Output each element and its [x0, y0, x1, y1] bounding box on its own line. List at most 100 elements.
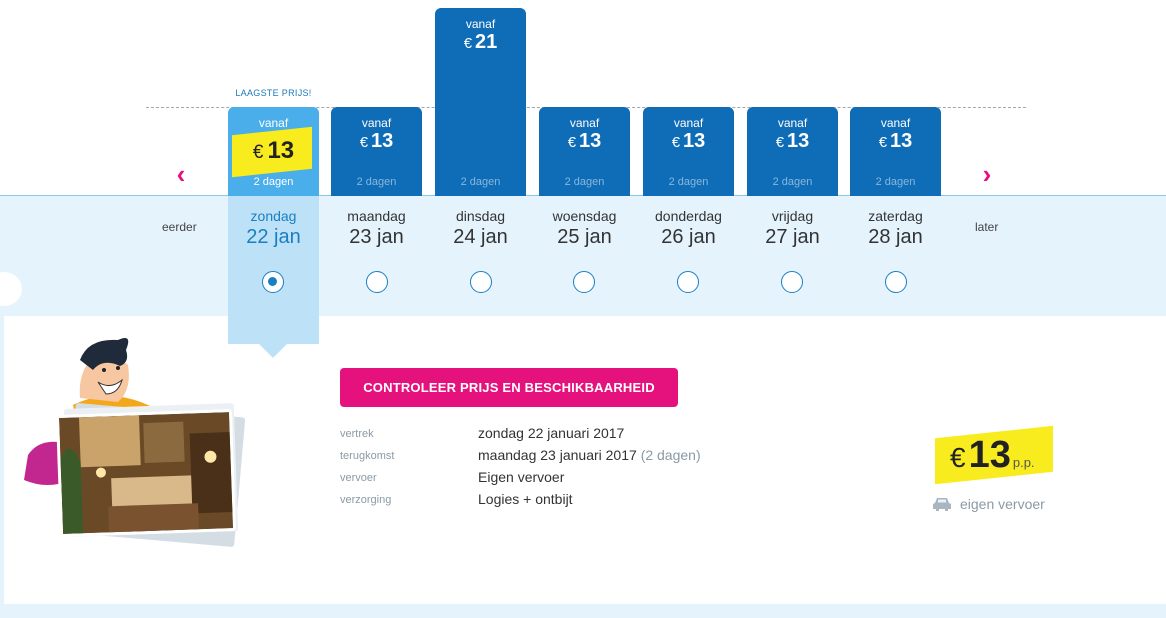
date-radio[interactable] [781, 271, 803, 293]
decorative-bump [0, 272, 22, 306]
duration-label: 2 dagen [356, 176, 397, 188]
vanaf-label: vanaf [673, 116, 704, 130]
detail-key: vertrek [340, 428, 374, 440]
detail-key: terugkomst [340, 450, 395, 462]
duration-label: 2 dagen [253, 176, 294, 188]
lowest-price-label: LAAGSTE PRIJS! [235, 88, 312, 98]
selected-pointer [259, 344, 287, 358]
price-amount: 13 [683, 130, 706, 152]
price-bar-day-7[interactable]: vanaf €13 2 dagen [850, 107, 941, 196]
day-column-3[interactable]: dinsdag 24 jan [435, 208, 526, 249]
date-radio[interactable] [677, 271, 699, 293]
date-label: 27 jan [765, 226, 820, 248]
detail-value: maandag 23 januari 2017 [478, 447, 637, 463]
weekday-label: zondag [250, 208, 297, 224]
detail-key: verzorging [340, 494, 392, 506]
currency-symbol: € [671, 134, 681, 151]
vanaf-label: vanaf [777, 116, 808, 130]
price-amount: 13 [787, 130, 810, 152]
date-label: 28 jan [868, 226, 923, 248]
price-bar-day-2[interactable]: vanaf €13 2 dagen [331, 107, 422, 196]
later-link[interactable]: later [975, 220, 999, 234]
currency-symbol: € [775, 134, 785, 151]
decorative-rule [0, 316, 4, 606]
price-bar-day-5[interactable]: vanaf €13 2 dagen [643, 107, 734, 196]
date-label: 25 jan [557, 226, 612, 248]
day-column-2[interactable]: maandag 23 jan [331, 208, 422, 249]
duration-label: 2 dagen [460, 176, 501, 188]
price-value: €21 [435, 31, 526, 55]
weekday-label: dinsdag [455, 208, 506, 224]
price-amount: 13 [371, 130, 394, 152]
date-label: 24 jan [453, 226, 508, 248]
transport-label: eigen vervoer [960, 496, 1045, 513]
vanaf-label: vanaf [569, 116, 600, 130]
detail-value-wrap: maandag 23 januari 2017 (2 dagen) [478, 447, 701, 463]
date-radio[interactable] [573, 271, 595, 293]
weekday-label: vrijdag [771, 208, 814, 224]
price-amount: 13 [579, 130, 602, 152]
detail-value: Logies + ontbijt [478, 491, 573, 507]
weekday-label: zaterdag [868, 208, 923, 224]
price-bar-day-3[interactable]: vanaf €21 2 dagen [435, 8, 526, 196]
price-value: €13 [331, 130, 422, 154]
vanaf-label: vanaf [361, 116, 392, 130]
currency-symbol: € [252, 142, 264, 163]
price-bar-day-1[interactable]: vanaf 2 dagen [228, 107, 319, 196]
duration-label: 2 dagen [564, 176, 605, 188]
weekday-label: donderdag [655, 208, 722, 224]
detail-key: vervoer [340, 472, 377, 484]
date-radio[interactable] [470, 271, 492, 293]
bottom-strip [0, 604, 1166, 618]
hotel-room-photo [55, 408, 237, 538]
currency-symbol: € [950, 442, 966, 473]
price-value: €13 [747, 130, 838, 154]
chevron-left-icon[interactable]: ‹ [176, 159, 186, 189]
currency-symbol: € [567, 134, 577, 151]
currency-symbol: € [878, 134, 888, 151]
vanaf-label: vanaf [465, 17, 496, 31]
date-radio[interactable] [885, 271, 907, 293]
date-band [0, 195, 1166, 316]
duration-label: 2 dagen [875, 176, 916, 188]
price-amount: 13 [890, 130, 913, 152]
currency-symbol: € [359, 134, 369, 151]
vanaf-label: vanaf [880, 116, 911, 130]
total-price: €13 p.p. [950, 432, 1035, 486]
price-bar-day-4[interactable]: vanaf €13 2 dagen [539, 107, 630, 196]
date-label: 22 jan [246, 226, 301, 248]
chevron-right-icon[interactable]: › [982, 159, 992, 189]
date-label: 26 jan [661, 226, 716, 248]
day-column-4[interactable]: woensdag 25 jan [539, 208, 630, 249]
price-value: €13 [539, 130, 630, 154]
transport-info: eigen vervoer [932, 496, 1045, 515]
duration-label: 2 dagen [772, 176, 813, 188]
hotel-room-image [59, 411, 237, 538]
earlier-link[interactable]: eerder [162, 220, 197, 234]
price-value: €13 [850, 130, 941, 154]
date-label: 23 jan [349, 226, 404, 248]
date-radio-selected[interactable] [262, 271, 284, 293]
selected-price: €13 [228, 137, 319, 165]
price-amount: 21 [475, 31, 498, 53]
price-value: €13 [643, 130, 734, 154]
mascot-illustration [18, 330, 246, 550]
day-column-5[interactable]: donderdag 26 jan [643, 208, 734, 249]
day-column-6[interactable]: vrijdag 27 jan [747, 208, 838, 249]
weekday-label: woensdag [552, 208, 617, 224]
day-column-1[interactable]: zondag 22 jan [228, 208, 319, 249]
car-icon [932, 496, 952, 515]
detail-value: zondag 22 januari 2017 [478, 425, 625, 441]
day-column-7[interactable]: zaterdag 28 jan [850, 208, 941, 249]
duration-label: 2 dagen [668, 176, 709, 188]
detail-extra: (2 dagen) [640, 447, 701, 463]
date-radio[interactable] [366, 271, 388, 293]
selected-column [228, 196, 319, 344]
check-price-button[interactable]: CONTROLEER PRIJS EN BESCHIKBAARHEID [340, 368, 678, 407]
per-person-label: p.p. [1012, 455, 1035, 470]
detail-value: Eigen vervoer [478, 469, 565, 485]
price-bar-day-6[interactable]: vanaf €13 2 dagen [747, 107, 838, 196]
vanaf-label: vanaf [258, 116, 289, 130]
weekday-label: maandag [347, 208, 406, 224]
